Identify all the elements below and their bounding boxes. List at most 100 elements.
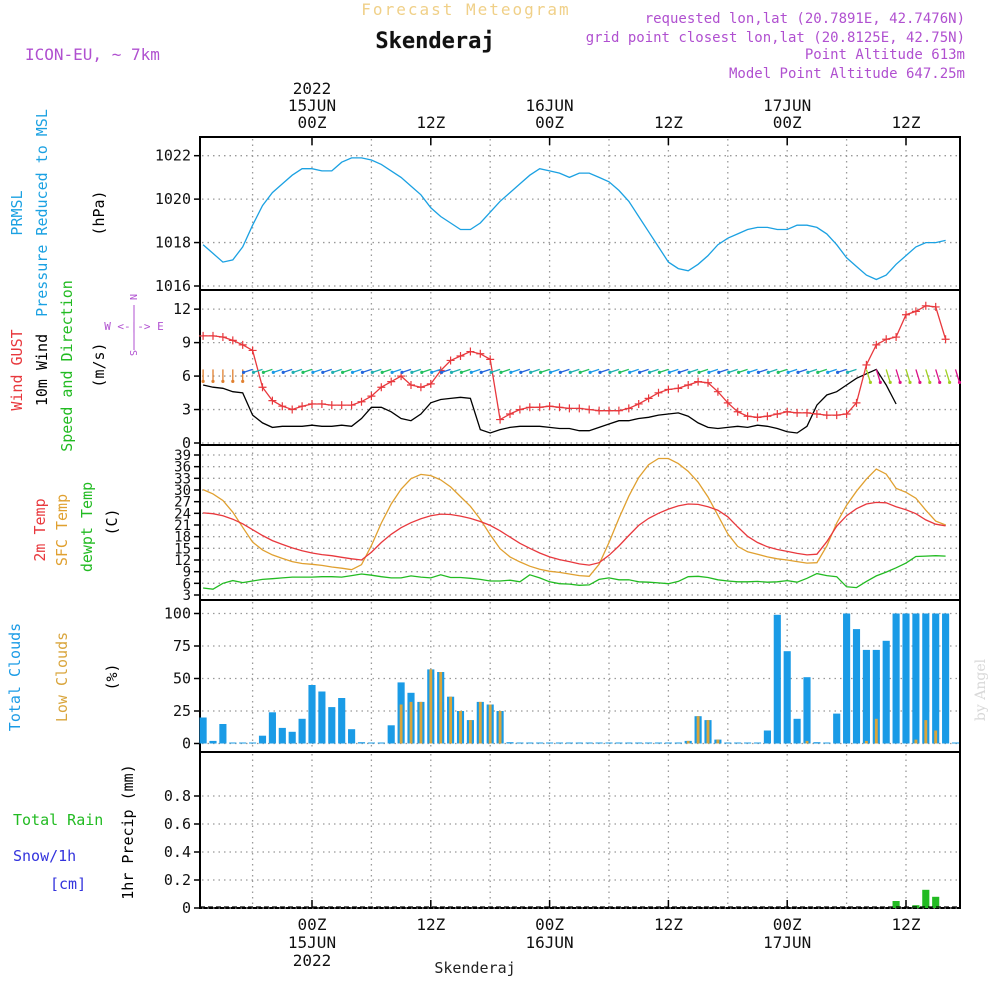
gust-marker — [753, 413, 762, 422]
top-time-label: 12Z — [416, 113, 445, 132]
wind-arrow-head — [548, 370, 553, 374]
temp-unit-label: (C) — [103, 508, 121, 535]
gust-marker — [842, 410, 851, 418]
total-cloud-bar — [635, 742, 643, 744]
wind-arrow-head — [618, 370, 622, 374]
gust-marker — [357, 397, 366, 406]
rain-bar — [922, 889, 930, 908]
gust-marker — [476, 349, 485, 358]
gust-marker — [308, 399, 316, 408]
panel-frames — [199, 136, 961, 909]
total-cloud-bar — [803, 677, 811, 744]
wind-arrow-head — [390, 370, 394, 374]
wind-arrow-head — [697, 370, 701, 374]
total-cloud-bar — [615, 742, 623, 744]
total-cloud-bar — [862, 649, 870, 744]
total-cloud-bar — [872, 649, 880, 744]
y-tick-label: 21 — [174, 518, 191, 534]
total-cloud-bar — [506, 742, 514, 744]
low-cloud-bar — [399, 704, 403, 744]
wind-arrow-head — [845, 370, 850, 374]
total-cloud-bar — [219, 724, 227, 744]
gust-marker — [288, 405, 297, 414]
low-cloud-bar — [449, 696, 453, 744]
wind-arrow-head — [221, 379, 225, 383]
wind-arrow-head — [727, 370, 731, 374]
total-cloud-bar — [278, 727, 286, 744]
gust-marker — [228, 336, 237, 345]
wind-arrow-head — [400, 370, 404, 374]
low-cloud-bar — [696, 716, 700, 744]
total-cloud-bar — [516, 742, 524, 744]
wind-arrow-head — [311, 370, 315, 374]
y-tick-label: 50 — [173, 670, 191, 688]
y-tick-label: 15 — [174, 541, 191, 557]
y-tick-label: 27 — [174, 495, 191, 511]
total-cloud-bar — [823, 742, 831, 744]
bottom-time-label: 12Z — [654, 915, 683, 934]
wind-arrow-head — [826, 370, 830, 374]
wind-arrow-head — [657, 370, 662, 374]
y-tick-label: 6 — [182, 367, 191, 385]
gust-marker — [862, 360, 871, 369]
low-cloud-bar — [686, 740, 690, 744]
y-tick-label: 6 — [183, 576, 191, 592]
total-cloud-bar — [565, 742, 573, 744]
total-cloud-bar — [674, 742, 682, 744]
gust-marker — [674, 384, 683, 393]
total-cloud-bar — [942, 613, 950, 744]
wind-arrow-head — [898, 380, 902, 384]
grid-point-coords: grid point closest lon,lat (20.8125E, 42… — [586, 30, 965, 46]
y-tick-label: 36 — [174, 460, 191, 476]
gust-marker — [634, 399, 643, 408]
footer-location: Skenderaj — [434, 959, 515, 977]
gust-marker — [595, 406, 604, 415]
gust-marker — [496, 415, 505, 424]
y-tick-label: 100 — [164, 605, 191, 623]
gust-marker — [644, 394, 653, 403]
gust-marker — [803, 408, 811, 417]
wind-arrow-head — [938, 380, 942, 384]
total-cloud-bar — [951, 742, 960, 744]
total-cloud-bar — [239, 742, 247, 744]
watermark: by Angel — [973, 658, 989, 721]
gust-marker — [911, 307, 920, 316]
wind-arrow-head — [529, 370, 533, 374]
y-tick-label: 0.8 — [164, 787, 191, 805]
wind-arrow-head — [816, 370, 820, 374]
compass-north: N — [127, 294, 138, 300]
y-tick-label: 12 — [174, 553, 191, 569]
wind-arrow — [915, 369, 921, 383]
gust-marker — [268, 396, 277, 405]
wind-arrow-head — [707, 370, 711, 374]
model-altitude: Model Point Altitude 647.25m — [729, 66, 965, 82]
wind-arrow — [954, 369, 961, 383]
low-cloud-bar — [716, 739, 720, 744]
total-cloud-bar — [536, 742, 544, 744]
low-cloud-bar — [478, 701, 482, 744]
sfc-temp-label: SFC Temp — [53, 494, 71, 566]
snow-label: Snow/1h — [13, 847, 76, 865]
wind-arrow-head — [598, 370, 602, 374]
total-cloud-bar — [318, 691, 326, 744]
gust-marker — [902, 310, 910, 319]
sfc-temp-line — [202, 457, 946, 577]
wind-arrow — [885, 369, 891, 383]
wind-arrow-head — [341, 370, 345, 374]
gust-marker — [812, 410, 821, 418]
gust-marker — [506, 410, 514, 418]
total-cloud-bar — [546, 742, 554, 744]
wind-arrow-head — [578, 370, 582, 374]
total-cloud-bar — [387, 725, 395, 744]
wind-arrow-head — [796, 370, 800, 374]
requested-coords: requested lon,lat (20.7891E, 42.7476N) — [645, 11, 965, 27]
low-cloud-bar — [419, 701, 423, 744]
wind-arrow — [875, 369, 881, 383]
wind-arrow-head — [380, 370, 384, 374]
total-cloud-bar — [249, 742, 257, 744]
wind-arrow — [935, 369, 941, 383]
y-tick-label: 1020 — [155, 190, 191, 208]
y-tick-label: 33 — [174, 471, 191, 487]
wind-arrow-head — [370, 370, 374, 374]
wind-arrow-head — [539, 370, 543, 374]
